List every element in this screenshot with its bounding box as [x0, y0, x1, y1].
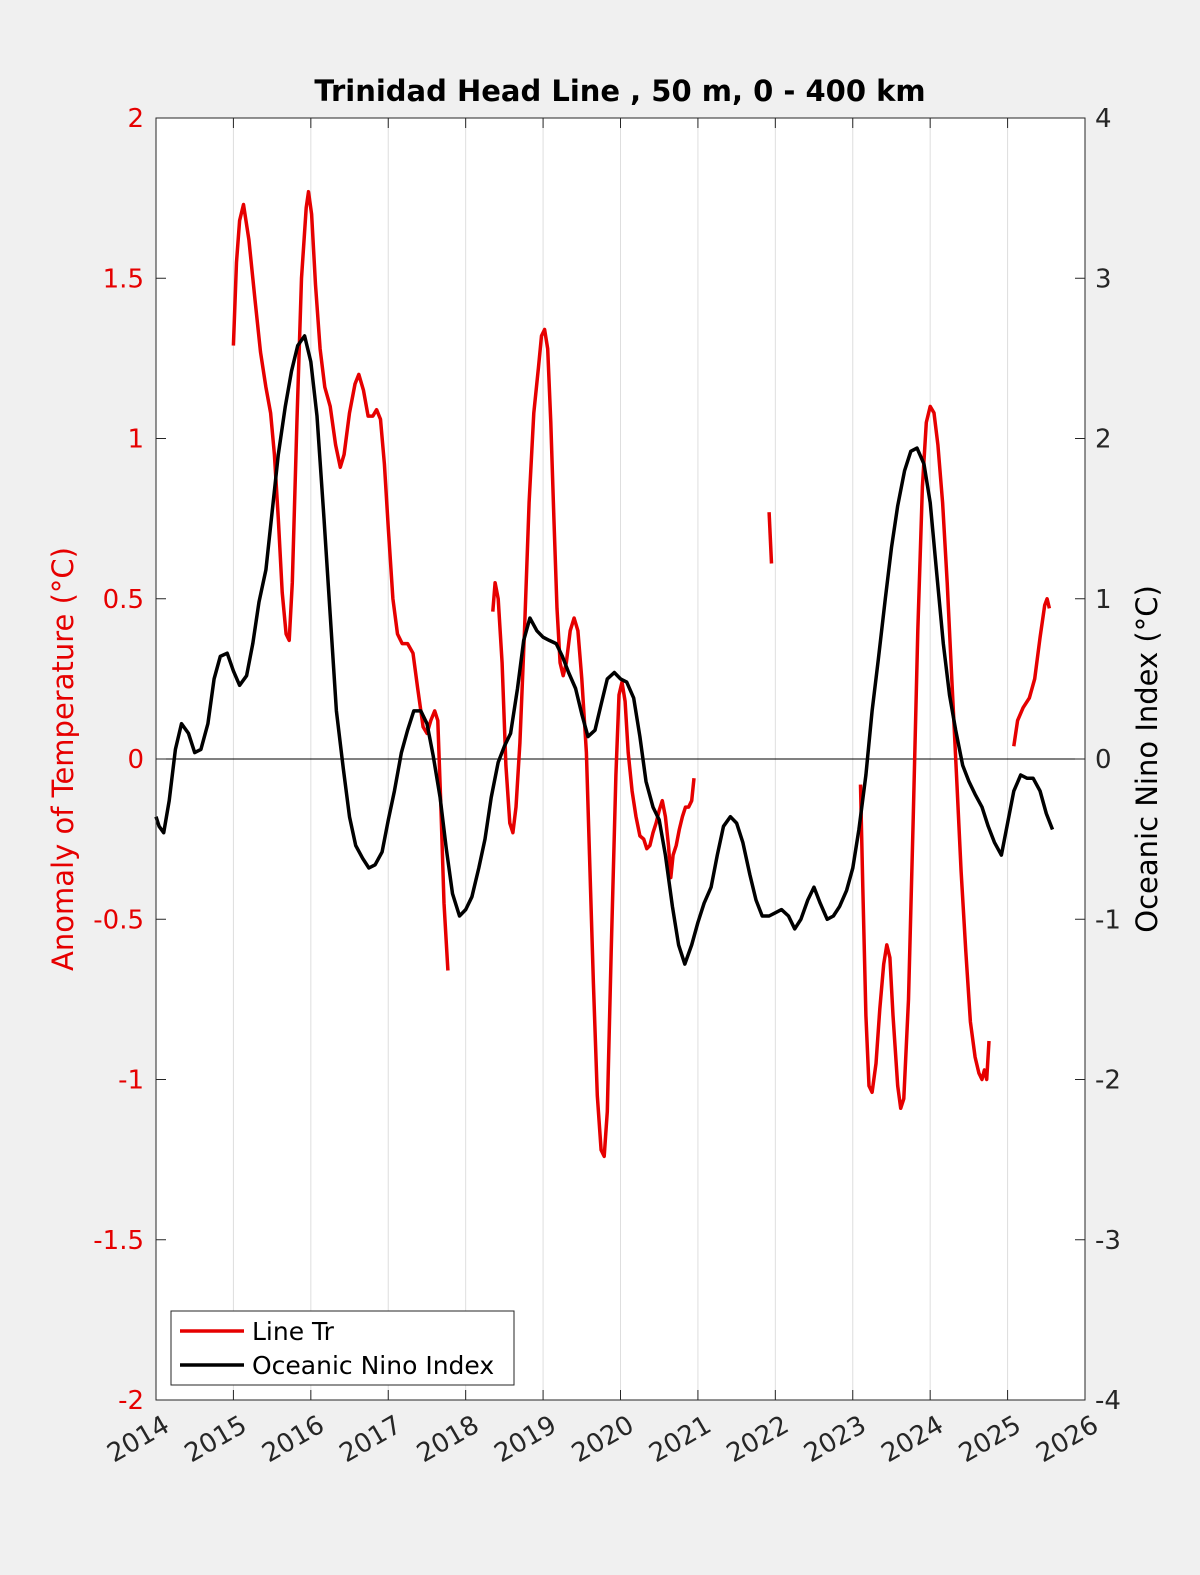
data-layer [154, 189, 1055, 1159]
y-left-tick-label: -0.5 [93, 905, 144, 935]
y-left-tick-labels: 2 1.5 1 0.5 0 -0.5 -1 -1.5 -2 [93, 104, 144, 1416]
y-right-tick-label: -4 [1095, 1386, 1121, 1416]
y-right-tick-label: 0 [1095, 745, 1112, 775]
y-right-tick-label: 4 [1095, 104, 1112, 134]
series-line-tr-line [231, 189, 450, 971]
y-left-tick-label: 0 [127, 745, 144, 775]
series-line-tr-line [491, 327, 696, 1159]
legend: Line Tr Oceanic Nino Index [170, 1310, 515, 1386]
y-left-tick-label: 1.5 [103, 264, 144, 294]
y-left-axis-label: Anomaly of Temperature (°C) [46, 547, 80, 971]
legend-label-line-tr: Line Tr [252, 1317, 335, 1346]
y-left-tick-label: 1 [127, 425, 144, 455]
y-right-tick-label: -3 [1095, 1226, 1121, 1256]
y-left-tick-label: 2 [127, 104, 144, 134]
y-left-tick-label: -2 [118, 1386, 144, 1416]
series-line-tr-line [1012, 597, 1052, 747]
legend-box [170, 1310, 515, 1386]
y-right-tick-label: 3 [1095, 264, 1112, 294]
y-right-axis-label: Oceanic Nino Index (°C) [1130, 585, 1164, 933]
series-line-tr-line [767, 512, 774, 564]
series-oceanic-nino-index-line [154, 334, 1055, 966]
y-right-tick-label: 2 [1095, 425, 1112, 455]
y-left-tick-label: 0.5 [103, 585, 144, 615]
y-right-tick-label: -1 [1095, 905, 1121, 935]
tick-layer [155, 117, 1086, 1401]
y-left-tick-label: -1.5 [93, 1226, 144, 1256]
y-right-tick-label: -2 [1095, 1066, 1121, 1096]
y-left-tick-label: -1 [118, 1066, 144, 1096]
y-right-tick-label: 1 [1095, 585, 1112, 615]
chart-title: Trinidad Head Line , 50 m, 0 - 400 km [314, 74, 925, 108]
y-right-tick-labels: 4 3 2 1 0 -1 -2 -3 -4 [1095, 104, 1121, 1416]
series-line-tr-line [858, 404, 991, 1111]
legend-label-oni: Oceanic Nino Index [252, 1351, 494, 1380]
